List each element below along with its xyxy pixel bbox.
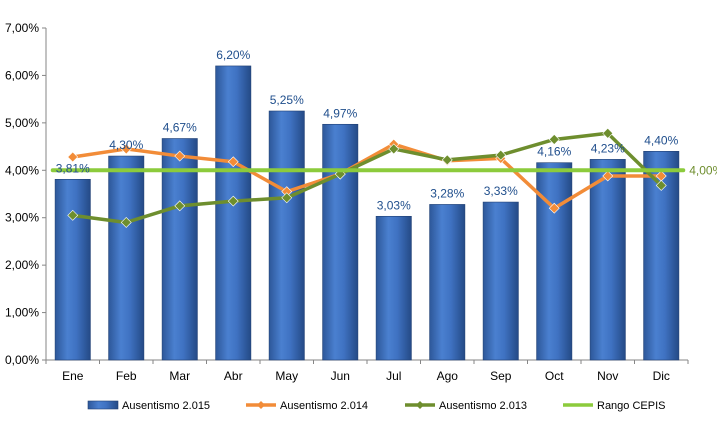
y-tick-label: 4,00% [5,163,39,177]
series-marker [548,134,560,145]
legend-label: Rango CEPIS [597,400,665,412]
series-marker [67,209,79,221]
x-tick-label: Mar [169,369,190,383]
y-tick-label: 5,00% [5,116,39,130]
series-marker [174,150,186,162]
axes: 0,00% 1,00% 2,00% 3,00% 4,00% 5,00% 6,00% 7,00%… [5,21,689,383]
legend: Ausentismo 2.015 Ausentismo 2.014 Ausentis… [87,400,665,412]
series-marker [67,151,79,163]
bar-data-label: 3,03% [377,198,411,212]
x-tick-label: May [275,369,298,383]
bar [482,201,519,361]
x-tick-label: Ene [62,369,84,383]
x-tick-label: Abr [224,369,243,383]
y-tick-label: 1,00% [5,306,39,320]
bar-data-label: 4,16% [537,145,571,159]
series-marker [548,202,560,214]
bar-data-label: 3,28% [430,186,464,200]
series-marker [227,195,239,207]
bar [536,162,573,361]
bar-data-label: 3,33% [484,184,518,198]
y-tick-label: 3,00% [5,211,39,225]
y-tick-label: 6,00% [5,68,39,82]
series-marker [227,156,239,168]
bar-data-label: 4,40% [644,133,678,147]
bar [161,138,198,361]
series-line-ausentismo-2-013 [71,131,663,225]
legend-label: Ausentismo 2.015 [122,400,210,412]
x-tick-label: Feb [116,369,137,383]
series-marker [120,143,132,155]
series-marker [174,200,186,212]
series-end-label: 4,00% [689,163,717,177]
series-marker [495,149,507,161]
series-marker [602,127,614,139]
series-marker [655,180,667,191]
series-marker [281,192,293,204]
bar [54,178,91,361]
data-labels: 3,81% 4,30% 4,67% 6,20% 5,25% 4,97% 3,03% 3,28%… [56,48,717,212]
x-tick-label: Dic [653,369,670,383]
bar [375,215,412,361]
bar [108,155,145,361]
bar-data-label: 4,67% [163,121,197,135]
legend-swatch [87,400,119,410]
series-marker [441,154,453,166]
series-line-ausentismo-2-014 [71,142,663,210]
bar [322,123,359,361]
legend-marker [416,401,424,409]
bar [268,110,305,361]
x-tick-label: Ago [437,369,459,383]
bar [589,159,626,361]
y-tick-label: 7,00% [5,21,39,35]
bar-series [54,65,680,361]
series-marker [388,143,400,155]
y-tick-label: 2,00% [5,258,39,272]
x-tick-label: Jul [386,369,401,383]
x-tick-label: Oct [545,369,564,383]
bar-data-label: 4,23% [591,141,625,155]
bar [429,204,466,361]
legend-label: Ausentismo 2.014 [280,400,368,412]
series-marker [602,170,614,182]
x-tick-label: Nov [597,369,618,383]
bar-data-label: 3,81% [56,161,90,175]
bar-data-label: 4,97% [323,106,357,120]
bar [215,65,252,361]
legend-marker [257,401,265,409]
line-series [50,127,686,228]
legend-label: Ausentismo 2.013 [439,400,527,412]
bar-data-label: 4,30% [109,138,143,152]
bar-data-label: 5,25% [270,93,304,107]
series-marker [120,217,132,228]
x-tick-label: Sep [490,369,512,383]
bar-data-label: 6,20% [216,48,250,62]
y-tick-label: 0,00% [5,353,39,367]
x-tick-label: Jun [331,369,350,383]
